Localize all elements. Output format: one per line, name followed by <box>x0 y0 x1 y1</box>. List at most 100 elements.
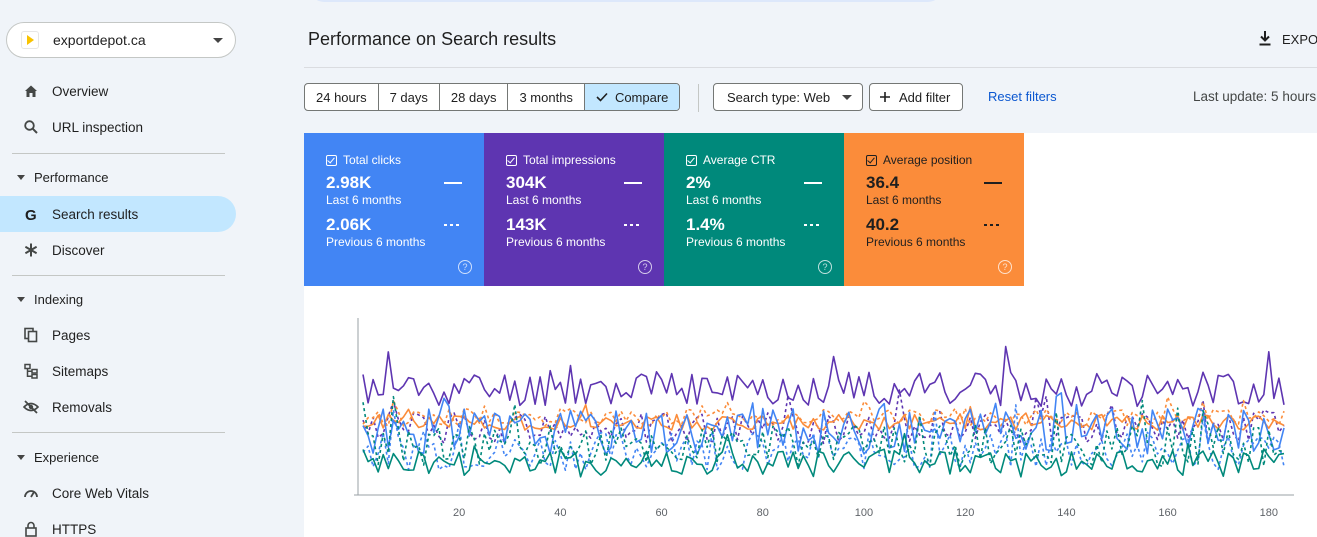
toolbar-divider <box>698 84 699 112</box>
card-current-value: 2.98K <box>326 173 372 192</box>
card-previous-value: 1.4% <box>686 215 725 234</box>
dashed-line-legend-icon <box>624 224 642 226</box>
help-icon[interactable]: ? <box>818 260 832 274</box>
solid-line-legend-icon <box>984 182 1002 184</box>
range-24-hours[interactable]: 24 hours <box>305 84 379 110</box>
nav-discover-label: Discover <box>52 242 105 258</box>
card-title: Total clicks <box>343 153 402 167</box>
nav-removals[interactable]: Removals <box>0 389 236 425</box>
nav-sitemaps[interactable]: Sitemaps <box>0 353 236 389</box>
property-selector[interactable]: exportdepot.ca <box>6 22 236 58</box>
dashed-line-legend-icon <box>804 224 822 226</box>
svg-text:G: G <box>25 207 37 222</box>
checkbox-icon[interactable] <box>866 154 877 166</box>
google-g-icon: G <box>22 205 40 223</box>
chevron-down-icon <box>842 94 853 100</box>
series-line-ctr-prev <box>362 395 1285 468</box>
card-title: Total impressions <box>523 153 616 167</box>
card-current-label: Last 6 months <box>326 193 402 207</box>
nav-pages[interactable]: Pages <box>0 317 236 353</box>
series-line-impressions-prev <box>362 389 1285 445</box>
checkbox-icon[interactable] <box>506 154 517 166</box>
card-current-value: 36.4 <box>866 173 900 192</box>
x-tick-label: 140 <box>1057 507 1075 519</box>
plus-icon <box>879 91 891 103</box>
dashed-line-legend-icon <box>444 224 462 226</box>
search-bar-edge <box>310 0 942 2</box>
nav-overview-label: Overview <box>52 83 109 99</box>
x-tick-label: 180 <box>1260 507 1278 519</box>
section-experience[interactable]: Experience <box>0 442 236 472</box>
section-performance[interactable]: Performance <box>0 162 236 192</box>
export-button[interactable]: EXPO <box>1258 30 1317 49</box>
x-tick-label: 80 <box>757 507 769 519</box>
card-previous-label: Previous 6 months <box>506 235 606 249</box>
card-average-ctr[interactable]: Average CTR 2% Last 6 months 1.4% Previo… <box>664 133 844 286</box>
section-indexing[interactable]: Indexing <box>0 284 236 314</box>
nav-discover[interactable]: Discover <box>0 232 236 268</box>
range-compare[interactable]: Compare <box>584 84 680 110</box>
date-range-selector: 24 hours 7 days 28 days 3 months Compare <box>304 83 681 111</box>
help-icon[interactable]: ? <box>458 260 472 274</box>
card-total-impressions[interactable]: Total impressions 304K Last 6 months 143… <box>484 133 664 286</box>
sitemap-icon <box>22 362 40 380</box>
x-tick-label: 160 <box>1158 507 1176 519</box>
solid-line-legend-icon <box>444 182 462 184</box>
series-line-impressions <box>362 345 1285 408</box>
solid-line-legend-icon <box>804 182 822 184</box>
x-tick-label: 40 <box>554 507 566 519</box>
nav-sitemaps-label: Sitemaps <box>52 363 109 379</box>
card-previous-value: 143K <box>506 215 547 234</box>
help-icon[interactable]: ? <box>638 260 652 274</box>
checkmark-icon <box>596 90 608 105</box>
page-title: Performance on Search results <box>308 29 557 49</box>
chevron-down-icon <box>213 37 223 43</box>
asterisk-icon <box>22 241 40 259</box>
nav-search-results[interactable]: G Search results <box>0 196 236 232</box>
card-total-clicks[interactable]: Total clicks 2.98K Last 6 months 2.06K P… <box>304 133 484 286</box>
search-type-dropdown[interactable]: Search type: Web <box>713 83 864 111</box>
nav-core-web-vitals-label: Core Web Vitals <box>52 485 150 501</box>
reset-filters-link[interactable]: Reset filters <box>988 89 1057 104</box>
property-name: exportdepot.ca <box>53 32 146 48</box>
nav-https-label: HTTPS <box>52 521 97 537</box>
add-filter-label: Add filter <box>899 89 951 105</box>
card-previous-label: Previous 6 months <box>326 235 426 249</box>
section-performance-label: Performance <box>34 169 109 185</box>
card-title: Average CTR <box>703 153 776 167</box>
x-tick-label: 60 <box>655 507 667 519</box>
section-experience-label: Experience <box>34 449 100 465</box>
card-current-label: Last 6 months <box>686 193 762 207</box>
nav-overview[interactable]: Overview <box>0 73 236 109</box>
search-type-label: Search type: Web <box>727 89 831 105</box>
nav-core-web-vitals[interactable]: Core Web Vitals <box>0 475 236 511</box>
nav-url-inspection[interactable]: URL inspection <box>0 109 236 145</box>
pages-icon <box>22 326 40 344</box>
nav-https[interactable]: HTTPS <box>0 511 236 537</box>
add-filter-button[interactable]: Add filter <box>869 83 964 111</box>
x-tick-label: 100 <box>855 507 873 519</box>
divider <box>12 432 225 433</box>
range-7-days[interactable]: 7 days <box>379 84 440 110</box>
range-3-months[interactable]: 3 months <box>508 84 585 110</box>
help-icon[interactable]: ? <box>998 260 1012 274</box>
performance-chart[interactable]: 20 40 60 80 100 120 140 160 180 <box>304 300 1304 537</box>
last-update-text: Last update: 5 hours <box>1193 89 1317 104</box>
download-icon <box>1258 30 1272 49</box>
header-divider <box>304 67 1317 68</box>
collapse-arrow-icon <box>17 174 25 180</box>
section-indexing-label: Indexing <box>34 291 84 307</box>
range-28-days[interactable]: 28 days <box>440 84 509 110</box>
solid-line-legend-icon <box>624 182 642 184</box>
collapse-arrow-icon <box>17 454 25 460</box>
property-logo-icon <box>21 31 39 49</box>
x-tick-label: 120 <box>956 507 974 519</box>
divider <box>12 153 225 154</box>
checkbox-icon[interactable] <box>686 154 697 166</box>
dashed-line-legend-icon <box>984 224 1002 226</box>
card-average-position[interactable]: Average position 36.4 Last 6 months 40.2… <box>844 133 1024 286</box>
card-previous-label: Previous 6 months <box>866 235 966 249</box>
card-current-label: Last 6 months <box>866 193 942 207</box>
checkbox-icon[interactable] <box>326 154 337 166</box>
card-current-value: 2% <box>686 173 711 192</box>
